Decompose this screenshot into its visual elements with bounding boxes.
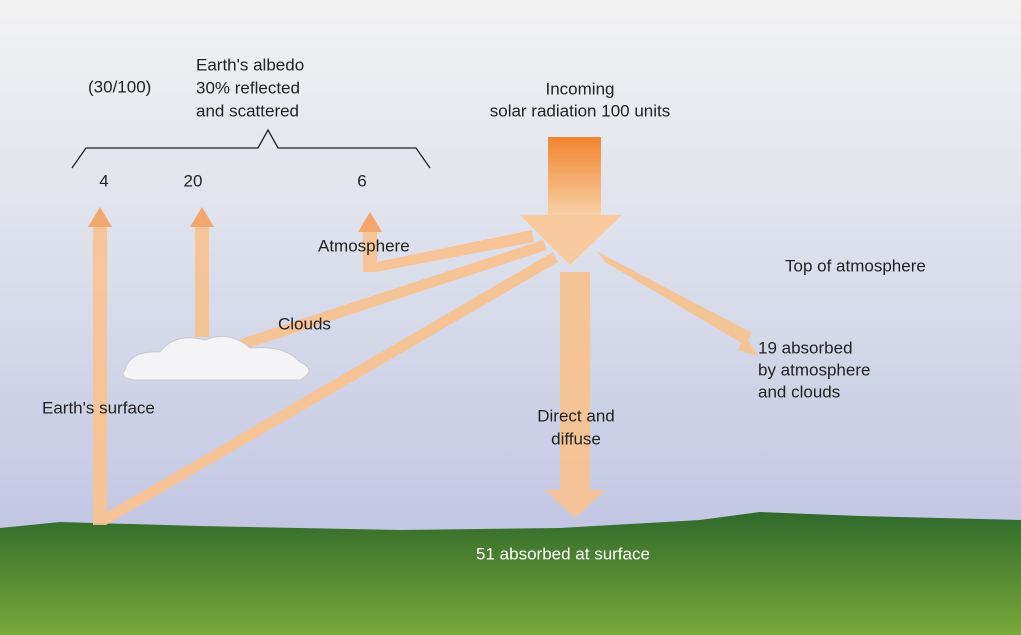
label: Earth's surface (42, 398, 155, 417)
albedo-ratio: (30/100) (88, 77, 151, 96)
direct-text: diffuse (551, 429, 601, 448)
absorbed-text: and clouds (758, 382, 840, 401)
down-arrow (560, 272, 590, 492)
label: Clouds (278, 314, 331, 333)
albedo-text: Earth's albedo (196, 55, 304, 74)
label: Top of atmosphere (785, 256, 926, 275)
cloud-up-arrow (195, 225, 209, 337)
surface-absorbed-text: 51 absorbed at surface (476, 544, 650, 563)
incoming-text: Incoming (546, 79, 615, 98)
ground (0, 512, 1021, 635)
diagram: (30/100) Earth's albedo 30% reflected an… (0, 0, 1021, 635)
label: Atmosphere (318, 236, 410, 255)
reflected-value: 20 (184, 171, 203, 190)
albedo-text: and scattered (196, 101, 299, 120)
incoming-arrow (548, 137, 601, 217)
direct-text: Direct and (537, 406, 614, 425)
absorbed-text: by atmosphere (758, 360, 870, 379)
reflected-value: 4 (99, 171, 108, 190)
absorbed-text: 19 absorbed (758, 338, 853, 357)
incoming-text: solar radiation 100 units (490, 101, 671, 120)
reflected-value: 6 (357, 171, 366, 190)
albedo-text: 30% reflected (196, 78, 300, 97)
